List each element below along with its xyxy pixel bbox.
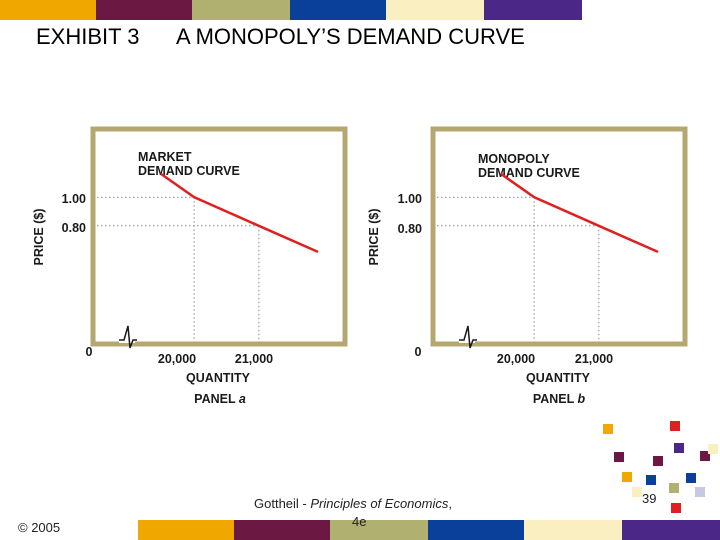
top-stripe <box>0 0 96 20</box>
source-book-title: Principles of Economics <box>310 496 449 511</box>
decorative-square <box>614 452 624 462</box>
x-tick-label: 20,000 <box>497 352 535 366</box>
origin-label: 0 <box>415 345 422 359</box>
top-stripe <box>290 0 386 20</box>
slide-title: A MONOPOLY’S DEMAND CURVE <box>176 24 525 49</box>
origin-label: 0 <box>86 345 93 359</box>
panel-label: PANEL a <box>194 392 246 406</box>
top-stripe <box>484 0 582 20</box>
decorative-square <box>646 475 656 485</box>
axis-break-gap <box>459 337 475 343</box>
decorative-square <box>603 424 613 434</box>
curve-label-line1: MARKET <box>138 150 192 164</box>
bottom-stripe <box>330 520 428 540</box>
decorative-square <box>670 421 680 431</box>
y-tick-label: 1.00 <box>398 192 422 206</box>
curve-label-line2: DEMAND CURVE <box>478 166 580 180</box>
bottom-stripe <box>428 520 524 540</box>
source-suffix: , <box>448 496 452 511</box>
x-tick-label: 21,000 <box>235 352 273 366</box>
decorative-square <box>622 472 632 482</box>
decorative-square <box>674 443 684 453</box>
bottom-stripe <box>234 520 330 540</box>
page-number: 39 <box>642 491 657 506</box>
panel-label: PANEL b <box>533 392 586 406</box>
x-tick-label: 20,000 <box>158 352 196 366</box>
decorative-square <box>632 487 642 497</box>
demand-curve-line <box>160 173 319 253</box>
plot-frame <box>430 126 688 347</box>
top-stripe <box>192 0 290 20</box>
plot-frame <box>90 126 348 347</box>
copyright-text: © 2005 <box>18 520 61 535</box>
decorative-square <box>671 503 681 513</box>
source-prefix: Gottheil - <box>254 496 311 511</box>
y-tick-label: 0.80 <box>62 221 86 235</box>
top-stripe <box>96 0 192 20</box>
y-axis-label: PRICE ($) <box>367 209 381 266</box>
y-axis-label: PRICE ($) <box>32 209 46 266</box>
bottom-stripe <box>524 520 622 540</box>
exhibit-label: EXHIBIT 3 <box>36 24 140 49</box>
axis-break-mark <box>459 325 477 349</box>
x-tick-label: 21,000 <box>575 352 613 366</box>
y-tick-label: 0.80 <box>398 222 422 236</box>
y-tick-label: 1.00 <box>62 192 86 206</box>
bottom-stripe <box>622 520 720 540</box>
decorative-square <box>708 444 718 454</box>
decorative-square <box>700 451 710 461</box>
decorative-square <box>653 456 663 466</box>
x-axis-label: QUANTITY <box>186 371 251 385</box>
bottom-stripe <box>138 520 234 540</box>
curve-label-line1: MONOPOLY <box>478 152 550 166</box>
decorative-square <box>669 483 679 493</box>
top-stripe <box>386 0 484 20</box>
decorative-square <box>695 487 705 497</box>
demand-curve-line <box>500 173 659 253</box>
source-edition: 4e <box>352 514 367 529</box>
x-axis-label: QUANTITY <box>526 371 591 385</box>
source-citation: Gottheil - Principles of Economics, <box>254 496 452 511</box>
axis-break-gap <box>119 337 135 343</box>
axis-break-mark <box>119 325 137 349</box>
decorative-square <box>686 473 696 483</box>
